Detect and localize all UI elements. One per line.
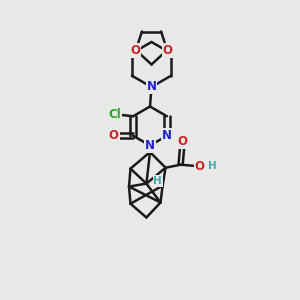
Text: O: O: [130, 44, 140, 57]
Text: N: N: [146, 80, 157, 94]
Text: Cl: Cl: [109, 108, 122, 121]
Text: O: O: [109, 129, 118, 142]
Text: H: H: [208, 161, 217, 171]
Text: N: N: [162, 129, 172, 142]
Text: N: N: [145, 139, 155, 152]
Text: O: O: [163, 44, 173, 57]
Text: O: O: [194, 160, 205, 173]
Text: O: O: [177, 135, 187, 148]
Text: H: H: [153, 176, 162, 186]
